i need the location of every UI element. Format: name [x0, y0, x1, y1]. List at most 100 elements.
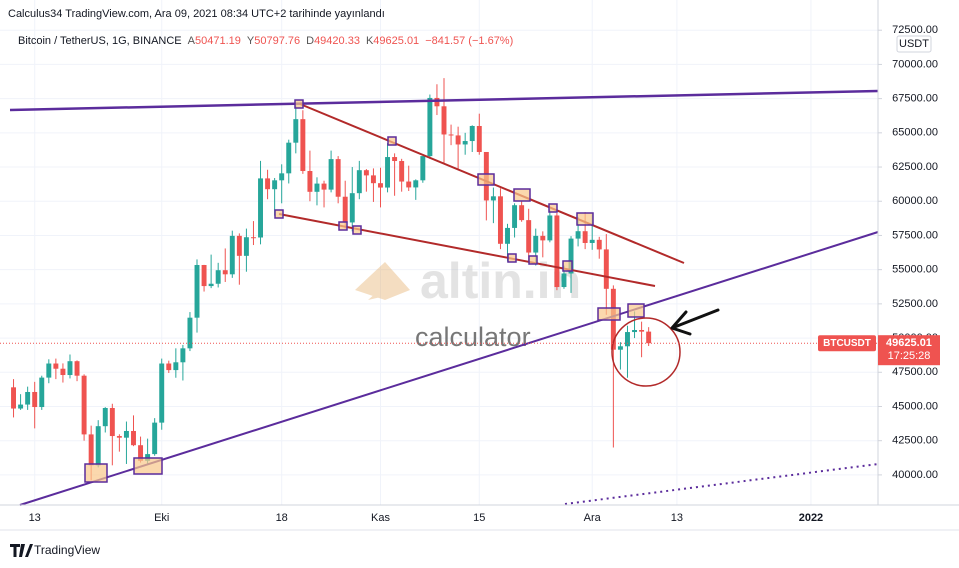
candle-body: [201, 265, 207, 287]
candle-body: [39, 377, 45, 408]
currency-box[interactable]: [896, 35, 932, 53]
candle-body: [215, 270, 221, 284]
candle-body: [11, 387, 16, 409]
x-tick-label: Kas: [371, 512, 390, 524]
candle-body: [236, 235, 242, 256]
candle-body: [469, 125, 475, 142]
candle-body: [526, 220, 532, 253]
candle-body: [243, 237, 249, 256]
candle-body: [95, 426, 101, 466]
candle-body: [392, 157, 398, 162]
candle-body: [554, 215, 560, 288]
candle-body: [102, 407, 108, 427]
y-tick-label: 72500.00: [892, 24, 938, 36]
candle-body: [639, 329, 645, 332]
candle-body: [547, 215, 553, 241]
candle-body: [356, 170, 362, 194]
candle-body: [159, 363, 165, 423]
highlight-box: [477, 173, 495, 186]
candle-body: [335, 159, 341, 197]
candle-body: [512, 205, 518, 228]
candle-body: [222, 270, 228, 275]
close-value: 49625.01: [373, 35, 419, 47]
candle-body: [370, 175, 376, 184]
candle-body: [625, 332, 630, 347]
x-tick-label: 15: [473, 512, 485, 524]
y-tick-label: 67500.00: [892, 93, 938, 105]
candle-body: [448, 134, 454, 136]
currency-label[interactable]: USDT: [899, 38, 929, 50]
symbol-tag-bg: [818, 335, 876, 352]
candle-body: [462, 141, 468, 145]
footer-logo: [10, 544, 33, 557]
price-tag-bg: [878, 335, 940, 366]
y-tick-label: 70000.00: [892, 58, 938, 70]
candle-body: [342, 196, 348, 223]
candle-body: [413, 180, 419, 188]
trend-line: [19, 231, 879, 506]
price-tag-value: 49625.01: [886, 337, 932, 349]
candle-body: [74, 361, 80, 376]
x-tick-label: 2022: [799, 512, 823, 524]
highlight-box: [513, 188, 531, 202]
candle-body: [109, 407, 115, 437]
candle-body: [533, 235, 539, 253]
candle-body: [321, 183, 327, 190]
candle-body: [187, 317, 193, 349]
candle-body: [406, 181, 412, 188]
highlight-box: [387, 136, 397, 146]
candle-body: [307, 171, 313, 192]
x-tick-label: Ara: [584, 512, 602, 524]
candle-body: [293, 119, 299, 143]
trend-line: [564, 463, 879, 505]
highlight-circle: [611, 317, 681, 387]
highlight-box: [528, 255, 538, 265]
ohlc-label: Y: [247, 35, 255, 47]
candle-body: [505, 227, 510, 244]
candle-body: [596, 239, 602, 250]
axes: 40000.0042500.0045000.0047500.0050000.00…: [0, 0, 959, 531]
candle-body: [300, 119, 306, 172]
candle-body: [53, 363, 59, 369]
candle-body: [272, 180, 278, 190]
candle-body: [427, 97, 433, 157]
candle-body: [399, 161, 405, 182]
candle-body: [152, 422, 158, 455]
ohlc-label: D: [306, 35, 314, 47]
candle-body: [258, 178, 263, 238]
candle-body: [60, 368, 66, 376]
y-tick-label: 42500.00: [892, 435, 938, 447]
x-tick-label: Eki: [154, 512, 169, 524]
candle-body: [646, 331, 652, 344]
candle-body: [582, 231, 588, 243]
change-value: −841.57 (−1.67%): [425, 35, 513, 47]
legend: Bitcoin / TetherUS, 1G, BINANCE A50471.19…: [18, 35, 513, 47]
arrow: [670, 308, 720, 336]
candle-body: [441, 106, 447, 135]
highlight-box: [597, 307, 621, 321]
ohlc-label: A: [188, 35, 196, 47]
candle-body: [88, 434, 94, 466]
y-tick-label: 55000.00: [892, 264, 938, 276]
candle-body: [286, 142, 292, 174]
candle-body: [265, 178, 271, 190]
candle-body: [455, 135, 461, 145]
candle-body: [420, 156, 426, 181]
candle-body: [138, 445, 144, 461]
candle-body: [208, 283, 214, 287]
y-tick-label: 60000.00: [892, 195, 938, 207]
watermark: altin.in: [355, 253, 581, 309]
publish-header: Calculus34 TradingView.com, Ara 09, 2021…: [8, 8, 385, 20]
candle-body: [116, 436, 122, 438]
highlight-box: [84, 463, 108, 483]
y-tick-label: 62500.00: [892, 161, 938, 173]
candle-body: [434, 97, 440, 107]
candle-body: [328, 159, 334, 190]
candle-body: [490, 196, 496, 201]
candle-body: [32, 391, 38, 408]
candle-body: [46, 363, 52, 378]
highlight-box: [352, 225, 362, 235]
highlight-box: [133, 457, 163, 475]
candle-body: [25, 391, 31, 405]
